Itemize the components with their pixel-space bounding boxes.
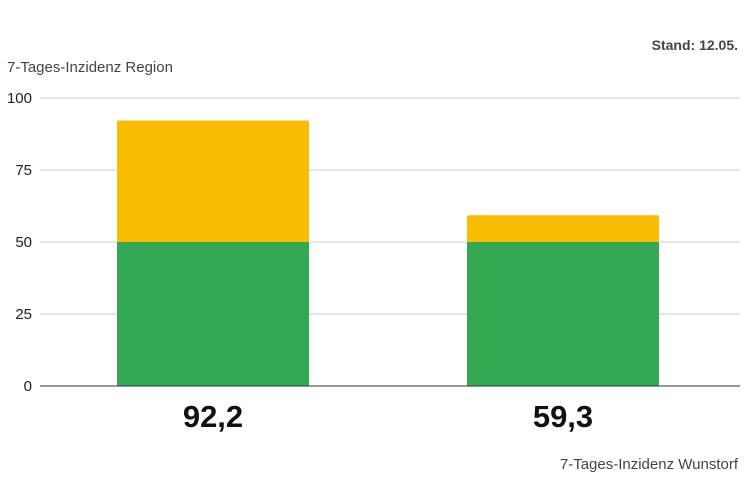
y-tick-label: 100 (7, 90, 32, 107)
y-tick-label: 50 (15, 234, 32, 251)
bar-segment (117, 120, 309, 242)
bar-segment (467, 242, 659, 386)
category-label: 59,3 (533, 399, 593, 434)
y-tick-labels: 0 25 50 75 100 (7, 90, 32, 395)
date-note: Stand: 12.05. (652, 37, 738, 53)
x-axis-title: 7-Tages-Inzidenz Wunstorf (560, 456, 739, 473)
y-tick-label: 75 (15, 162, 32, 179)
y-tick-label: 0 (24, 378, 32, 395)
bars (117, 120, 659, 386)
y-tick-label: 25 (15, 306, 32, 323)
y-axis-title: 7-Tages-Inzidenz Region (7, 59, 173, 76)
bar-segment (117, 242, 309, 386)
x-category-labels: 92,2 59,3 (183, 399, 593, 434)
category-label: 92,2 (183, 399, 243, 434)
bar-segment (467, 215, 659, 242)
